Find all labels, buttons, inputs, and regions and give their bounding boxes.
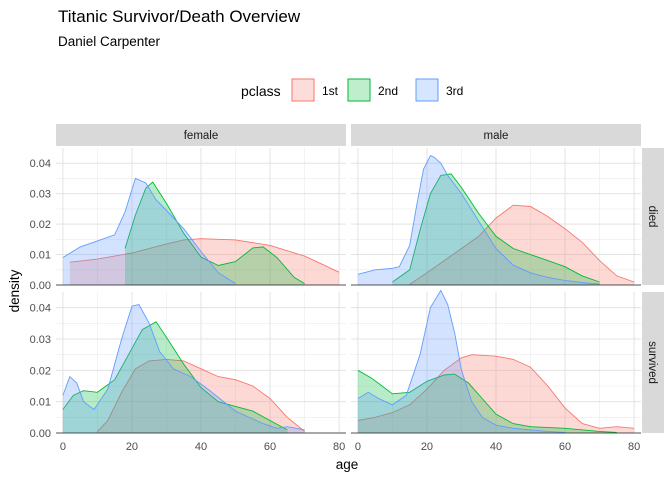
- legend-label-1st: 1st: [322, 84, 339, 98]
- strip-label-survived: survived: [646, 341, 658, 384]
- facet-panels: female malediedsurvived0.000.010.020.030.…: [30, 124, 664, 453]
- x-tick-label: 80: [628, 441, 640, 453]
- density-line-1st: [69, 238, 340, 273]
- density-area-3rd: [62, 304, 305, 433]
- density-area-2nd: [357, 370, 617, 433]
- y-tick-label: 0.04: [30, 303, 51, 315]
- strip-label-died: died: [646, 206, 658, 228]
- density-line-1st: [357, 354, 635, 429]
- chart-subtitle: Daniel Carpenter: [58, 34, 161, 49]
- density-line-1st: [409, 204, 635, 285]
- x-axis-title: age: [336, 457, 359, 472]
- x-tick-label: 0: [355, 441, 361, 453]
- strip-male: [351, 124, 641, 146]
- x-tick-label: 40: [490, 441, 502, 453]
- y-tick-label: 0.00: [30, 428, 51, 440]
- y-tick-label: 0.03: [30, 189, 51, 201]
- density-line-3rd: [62, 177, 236, 284]
- density-line-1st: [97, 358, 305, 432]
- density-line-2nd: [62, 321, 288, 431]
- density-area-1st: [409, 205, 635, 285]
- y-tick-label: 0.02: [30, 365, 51, 377]
- y-tick-label: 0.01: [30, 250, 51, 262]
- density-area-1st: [357, 354, 635, 433]
- density-area-1st: [97, 359, 305, 433]
- strip-female: [56, 124, 346, 146]
- y-axis-title: density: [7, 269, 22, 312]
- chart-title: Titanic Survivor/Death Overview: [58, 7, 301, 26]
- y-tick-label: 0.00: [30, 280, 51, 292]
- strip-label-male: male: [484, 130, 509, 142]
- density-area-2nd: [392, 173, 600, 285]
- legend: pclass 1st 2nd 3rd: [241, 78, 463, 102]
- x-tick-label: 20: [126, 441, 138, 453]
- strip-survived: [642, 292, 664, 433]
- strip-label-female: female: [184, 130, 219, 142]
- x-tick-label: 80: [333, 441, 345, 453]
- legend-key-3rd: [415, 78, 439, 102]
- density-area-3rd: [357, 290, 565, 433]
- density-area-3rd: [62, 178, 236, 285]
- density-area-3rd: [357, 155, 600, 285]
- panel-male-survived: 0 20 40 60 80: [351, 289, 641, 453]
- panel-female-survived: 0.00 0.01 0.02 0.03 0.04 0 20 40 60 80: [30, 292, 346, 453]
- density-line-3rd: [357, 289, 566, 433]
- density-area-2nd: [125, 182, 305, 285]
- y-tick-label: 0.04: [30, 158, 51, 170]
- legend-key-1st: [291, 78, 315, 102]
- legend-title: pclass: [241, 83, 281, 99]
- x-tick-label: 40: [195, 441, 207, 453]
- x-tick-label: 20: [421, 441, 433, 453]
- y-tick-label: 0.01: [30, 397, 51, 409]
- density-line-3rd: [357, 155, 600, 285]
- strip-died: [642, 148, 664, 285]
- density-line-2nd: [124, 181, 305, 284]
- panel-female-died: 0.00 0.01 0.02 0.03 0.04: [30, 148, 346, 292]
- density-area-2nd: [62, 321, 288, 433]
- y-tick-label: 0.03: [30, 334, 51, 346]
- legend-label-3rd: 3rd: [446, 84, 463, 98]
- legend-label-2nd: 2nd: [378, 84, 398, 98]
- panel-male-died: [351, 148, 641, 286]
- x-tick-label: 60: [559, 441, 571, 453]
- legend-key-2nd: [347, 78, 371, 102]
- y-tick-label: 0.02: [30, 219, 51, 231]
- density-line-3rd: [62, 303, 305, 431]
- x-tick-label: 60: [264, 441, 276, 453]
- x-tick-label: 0: [60, 441, 66, 453]
- density-area-1st: [69, 238, 340, 285]
- density-line-2nd: [392, 173, 600, 283]
- density-line-2nd: [357, 369, 617, 433]
